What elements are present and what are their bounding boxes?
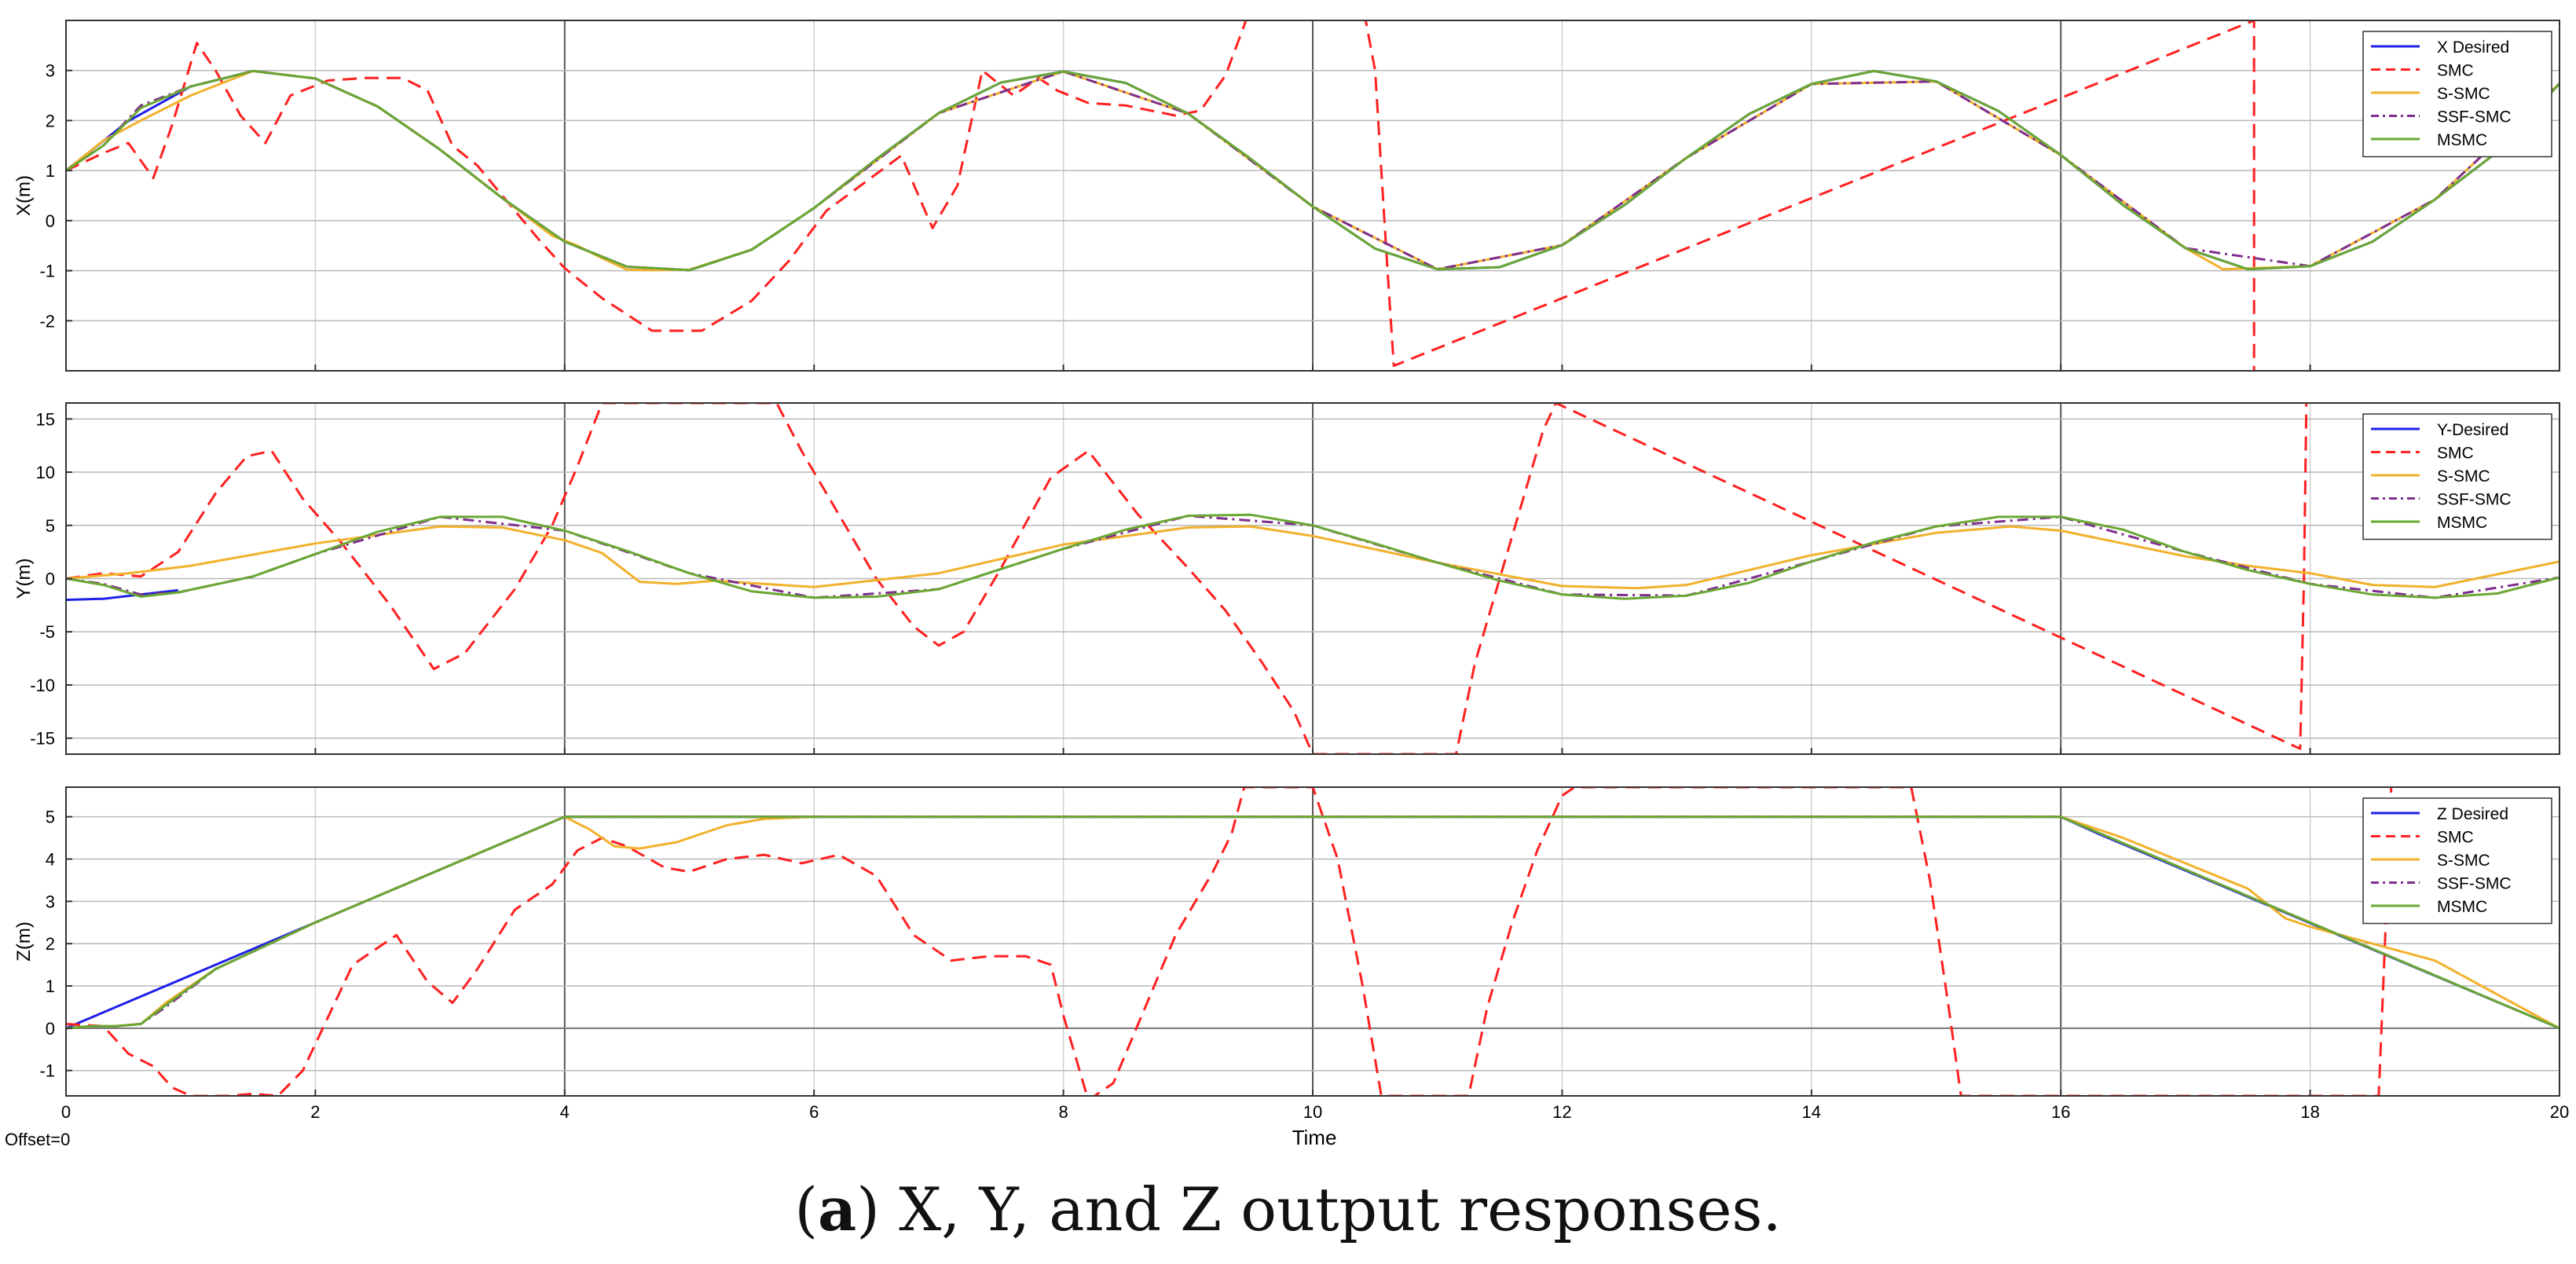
y-tick-label: 2: [46, 111, 55, 130]
legend: X Desired SMC S-SMC SSF-SMC MSMC: [2362, 31, 2552, 158]
x-tick-label: 12: [1552, 1102, 1571, 1122]
y-tick-label: 0: [46, 211, 55, 231]
series-line-smc: [66, 403, 2308, 754]
caption-letter: a: [818, 1174, 857, 1244]
y-tick-label: 3: [46, 892, 55, 911]
x-tick-label: 14: [1802, 1102, 1821, 1122]
y-tick-label: 15: [36, 409, 55, 429]
legend-box: [2362, 413, 2552, 540]
legend-label: SMC: [2437, 445, 2474, 463]
y-axis-label: X(m): [13, 175, 35, 216]
series-line-smc: [66, 20, 2255, 371]
legend-label: SSF-SMC: [2437, 108, 2512, 126]
y-tick-label: 1: [46, 976, 55, 996]
legend-label: Z Desired: [2437, 805, 2508, 823]
x-tick-label: 6: [809, 1102, 819, 1122]
legend-label: MSMC: [2437, 131, 2487, 149]
x-tick-label: 18: [2300, 1102, 2319, 1122]
subplot-y: -15 -10 -5 0 5 10 15 Y(m) Y-Desired SMC S-SMC SSF-S…: [13, 402, 2560, 755]
y-tick-label: -15: [30, 729, 55, 749]
series-line-ssf-smc: [66, 69, 2560, 272]
legend-box: [2362, 31, 2552, 158]
x-tick-label: 4: [560, 1102, 570, 1122]
legend-label: SSF-SMC: [2437, 491, 2512, 509]
figure-caption: (a) X, Y, and Z output responses.: [794, 1174, 1782, 1244]
x-tick-label: 0: [61, 1102, 71, 1122]
x-tick-label: 20: [2550, 1102, 2569, 1122]
y-tick-label: 0: [46, 570, 55, 589]
legend-label: SSF-SMC: [2437, 875, 2512, 893]
y-tick-label: -5: [39, 622, 55, 642]
legend-label: MSMC: [2437, 898, 2487, 916]
y-tick-label: -10: [30, 676, 55, 695]
legend-label: MSMC: [2437, 514, 2487, 532]
x-tick-label: 16: [2051, 1102, 2070, 1122]
subplot-x: -2 -1 0 1 2 3 X(m) X Desired SMC S-SMC SSF-SMC MSMC: [13, 20, 2560, 372]
y-tick-label: 10: [36, 463, 55, 482]
y-tick-label: -1: [39, 262, 55, 281]
series-line-smc: [66, 787, 2393, 1096]
x-tick-label: 8: [1058, 1102, 1068, 1122]
y-axis-label: Z(m): [13, 921, 35, 962]
x-tick-label: 2: [310, 1102, 320, 1122]
y-tick-label: 5: [46, 516, 55, 536]
legend-label: SMC: [2437, 829, 2474, 847]
y-tick-label: 1: [46, 161, 55, 181]
series-line-msmc: [66, 815, 2560, 1030]
legend-label: S-SMC: [2437, 467, 2490, 485]
legend: Z Desired SMC S-SMC SSF-SMC MSMC: [2362, 797, 2552, 925]
offset-note: Offset=0: [5, 1130, 71, 1149]
series-line-msmc: [66, 513, 2560, 600]
y-tick-label: 4: [46, 850, 55, 870]
y-tick-label: -2: [39, 311, 55, 331]
x-tick-label: 10: [1303, 1102, 1322, 1122]
y-tick-label: 3: [46, 61, 55, 81]
y-tick-label: 0: [46, 1019, 55, 1039]
caption-text: X, Y, and Z output responses.: [899, 1174, 1782, 1244]
y-axis-label: Y(m): [13, 559, 35, 599]
legend-box: [2362, 797, 2552, 925]
series-line-s-smc: [66, 525, 2560, 590]
y-tick-label: 2: [46, 934, 55, 954]
y-tick-label: -1: [39, 1061, 55, 1081]
legend-label: Y-Desired: [2437, 421, 2508, 439]
series-line-msmc: [66, 69, 2560, 272]
legend-label: SMC: [2437, 62, 2474, 80]
legend-label: X Desired: [2437, 38, 2509, 57]
y-tick-label: 5: [46, 808, 55, 827]
legend-label: S-SMC: [2437, 85, 2490, 103]
legend: Y-Desired SMC S-SMC SSF-SMC MSMC: [2362, 413, 2552, 540]
legend-label: S-SMC: [2437, 852, 2490, 870]
x-axis-label: Time: [1292, 1126, 1337, 1149]
